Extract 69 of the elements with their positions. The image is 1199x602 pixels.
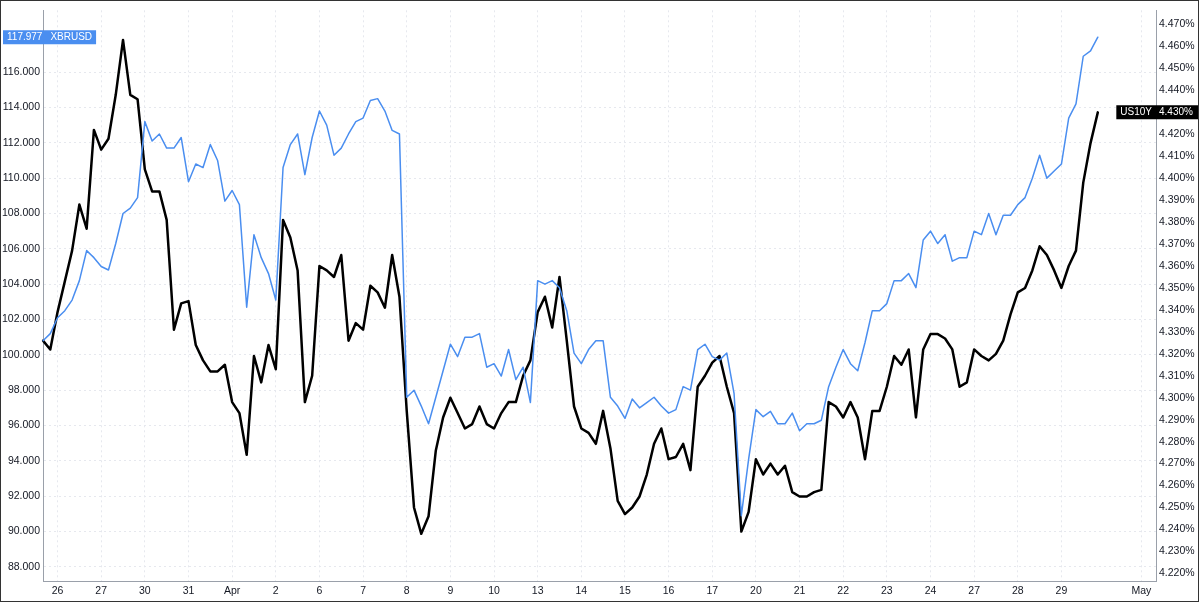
x-tick-label: Apr xyxy=(223,584,241,597)
x-tick-label: 10 xyxy=(488,584,501,597)
x-tick-label: 23 xyxy=(881,584,893,597)
y2-tick-label: 4.310% xyxy=(1159,368,1195,381)
x-tick-label: May xyxy=(1131,584,1153,597)
y-tick-label: 98.000 xyxy=(7,383,41,396)
x-tick-label: 29 xyxy=(1055,584,1068,597)
y2-tick-label: 4.240% xyxy=(1159,522,1195,535)
y2-tick-label: 4.220% xyxy=(1159,566,1195,579)
x-tick-label: 7 xyxy=(360,584,367,597)
x-tick-label: 17 xyxy=(706,584,719,597)
y2-tick-label: 4.420% xyxy=(1159,127,1195,140)
x-tick-label: 31 xyxy=(182,584,195,597)
y-tick-label: 92.000 xyxy=(7,489,41,502)
x-tick-label: 21 xyxy=(793,584,806,597)
y2-tick-label: 4.300% xyxy=(1159,390,1195,403)
x-tick-label: 15 xyxy=(619,584,631,597)
x-tick-label: 22 xyxy=(837,584,850,597)
y-tick-label: 88.000 xyxy=(7,559,41,572)
y2-tick-label: 4.350% xyxy=(1159,280,1195,293)
text: 117.977 xyxy=(7,30,43,42)
y2-tick-label: 4.410% xyxy=(1159,149,1195,162)
y2-tick-label: 4.400% xyxy=(1159,171,1195,184)
x-tick-label: 13 xyxy=(531,584,544,597)
x-tick-label: 9 xyxy=(447,584,454,597)
y2-tick-label: 4.380% xyxy=(1159,215,1195,228)
y-tick-label: 106.000 xyxy=(2,241,41,254)
y2-tick-label: 4.270% xyxy=(1159,456,1195,469)
x-tick-label: 26 xyxy=(51,584,64,597)
y-tick-label: 104.000 xyxy=(2,277,41,290)
y-tick-label: 102.000 xyxy=(2,312,41,325)
y-tick-label: 108.000 xyxy=(2,206,41,219)
x-tick-label: 8 xyxy=(403,584,410,597)
y2-tick-label: 4.440% xyxy=(1159,83,1195,96)
y-tick-label: 94.000 xyxy=(7,453,41,466)
y-tick-label: 90.000 xyxy=(7,524,41,537)
x-tick-label: 14 xyxy=(575,584,588,597)
y2-tick-label: 4.390% xyxy=(1159,193,1195,206)
y-tick-label: 100.000 xyxy=(2,347,41,360)
y2-tick-label: 4.340% xyxy=(1159,302,1195,315)
x-tick-label: 28 xyxy=(1011,584,1024,597)
y2-tick-label: 4.370% xyxy=(1159,236,1195,249)
y2-tick-label: 4.450% xyxy=(1159,61,1195,74)
y2-tick-label: 4.470% xyxy=(1159,17,1195,30)
x-tick-label: 6 xyxy=(316,584,323,597)
y-tick-label: 116.000 xyxy=(2,65,41,78)
y2-tick-label: 4.460% xyxy=(1159,39,1195,52)
y-tick-label: 110.000 xyxy=(2,171,41,184)
y2-tick-label: 4.280% xyxy=(1159,434,1195,447)
text: 4.430% xyxy=(1159,106,1194,118)
y2-tick-label: 4.360% xyxy=(1159,258,1195,271)
y2-tick-label: 4.330% xyxy=(1159,324,1195,337)
y-tick-label: 112.000 xyxy=(2,135,41,148)
y-tick-label: 96.000 xyxy=(7,418,41,431)
text: US10Y xyxy=(1120,106,1153,118)
x-tick-label: 30 xyxy=(139,584,151,597)
x-tick-label: 24 xyxy=(924,584,937,597)
x-tick-label: 20 xyxy=(750,584,762,597)
y2-tick-label: 4.290% xyxy=(1159,412,1195,425)
x-tick-label: 27 xyxy=(95,584,108,597)
x-tick-label: 27 xyxy=(968,584,981,597)
y-tick-label: 114.000 xyxy=(2,100,41,113)
x-tick-label: 2 xyxy=(272,584,279,597)
y2-tick-label: 4.260% xyxy=(1159,478,1195,491)
x-tick-label: 16 xyxy=(662,584,675,597)
text: XBRUSD xyxy=(50,30,93,42)
y2-tick-label: 4.230% xyxy=(1159,544,1195,557)
y2-tick-label: 4.320% xyxy=(1159,346,1195,359)
y2-tick-label: 4.250% xyxy=(1159,500,1195,513)
